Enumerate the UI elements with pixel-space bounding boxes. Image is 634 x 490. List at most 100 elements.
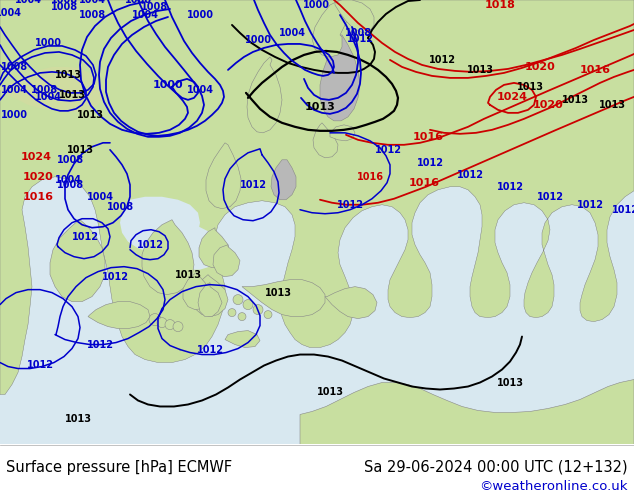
Text: 1004: 1004 [34,92,61,102]
Text: 1013: 1013 [467,65,493,75]
Text: 1000: 1000 [153,80,183,90]
Text: 1018: 1018 [484,0,515,10]
Polygon shape [313,123,338,158]
Text: 1012: 1012 [417,158,444,168]
Polygon shape [247,57,282,133]
Text: 1008: 1008 [344,28,372,38]
Text: 1012: 1012 [375,145,401,155]
Text: 1008: 1008 [107,202,134,212]
Polygon shape [163,225,230,270]
Polygon shape [225,331,260,347]
Polygon shape [206,143,241,209]
Circle shape [173,321,183,332]
Text: 1012: 1012 [240,180,266,190]
Text: 1004: 1004 [79,0,105,5]
Text: 1012: 1012 [101,271,129,282]
Text: 1008: 1008 [124,0,152,5]
Text: Sa 29-06-2024 00:00 UTC (12+132): Sa 29-06-2024 00:00 UTC (12+132) [365,460,628,475]
Text: 1024: 1024 [496,92,527,102]
Text: 1020: 1020 [533,100,564,110]
Text: 1013: 1013 [174,270,202,280]
Polygon shape [120,197,200,253]
Text: 1013: 1013 [562,95,588,105]
Text: ©weatheronline.co.uk: ©weatheronline.co.uk [479,480,628,490]
Text: 1013: 1013 [316,388,344,397]
Text: 1012: 1012 [72,232,98,242]
Circle shape [149,314,161,325]
Text: 1000: 1000 [1,110,27,120]
Text: 1016: 1016 [356,172,384,182]
Polygon shape [300,380,634,444]
Polygon shape [330,125,355,141]
Polygon shape [50,220,105,302]
Text: 1013: 1013 [304,102,335,112]
Text: 1013: 1013 [598,100,626,110]
Text: 1012: 1012 [197,344,224,355]
Polygon shape [88,302,150,329]
Polygon shape [335,0,374,33]
Text: 1000: 1000 [186,10,214,20]
Text: 1012: 1012 [536,192,564,202]
Text: 1000: 1000 [245,35,271,45]
Text: 1008: 1008 [56,180,84,190]
Text: 1008: 1008 [51,0,77,5]
Text: 1004: 1004 [131,10,158,20]
Circle shape [233,294,243,305]
Text: 1013: 1013 [496,377,524,388]
Text: 1012: 1012 [337,200,363,210]
Polygon shape [0,0,634,394]
Text: 1004: 1004 [1,85,27,95]
Text: 1013: 1013 [65,415,91,424]
Text: 1013: 1013 [67,145,93,155]
Text: 1016: 1016 [413,132,444,142]
Polygon shape [198,283,222,317]
Polygon shape [183,272,210,310]
Text: 1008: 1008 [56,155,84,165]
Text: 1012: 1012 [347,34,373,44]
Text: 1013: 1013 [77,110,103,120]
Circle shape [165,319,175,330]
Polygon shape [142,220,194,294]
Text: 1004: 1004 [186,85,214,95]
Text: 1008: 1008 [51,2,79,12]
Text: 1004: 1004 [15,0,41,5]
Text: 1008: 1008 [141,2,169,12]
Text: 1020: 1020 [524,62,555,72]
Circle shape [243,299,253,310]
Text: 1000: 1000 [34,38,61,48]
Text: Surface pressure [hPa] ECMWF: Surface pressure [hPa] ECMWF [6,460,232,475]
Circle shape [253,305,263,315]
Circle shape [157,318,167,328]
Text: 1012: 1012 [136,240,164,250]
Text: 1016: 1016 [579,65,611,75]
Text: 1004: 1004 [0,8,22,18]
Text: 1008: 1008 [79,10,107,20]
Polygon shape [242,280,325,317]
Polygon shape [193,275,228,317]
Text: 1012: 1012 [456,170,484,180]
Circle shape [238,313,246,320]
Circle shape [264,311,272,319]
Text: 1004: 1004 [278,28,306,38]
Polygon shape [320,35,360,121]
Polygon shape [271,160,296,200]
Text: 1000: 1000 [302,0,330,10]
Text: 1012: 1012 [576,200,604,210]
Text: 1016: 1016 [408,178,439,188]
Text: 1008: 1008 [1,62,27,72]
Text: 1013: 1013 [264,288,292,297]
Text: 1012: 1012 [86,340,113,349]
Polygon shape [0,0,103,112]
Polygon shape [213,245,240,277]
Text: 1024: 1024 [20,152,51,162]
Text: 1013: 1013 [58,90,86,100]
Text: 1004: 1004 [55,175,82,185]
Text: 1012: 1012 [27,360,53,369]
Polygon shape [312,0,352,57]
Text: 1012: 1012 [612,205,634,215]
Circle shape [228,309,236,317]
Polygon shape [325,287,377,318]
Text: 1016: 1016 [22,192,53,202]
Text: 1013: 1013 [517,82,543,92]
Text: 1012: 1012 [429,55,455,65]
